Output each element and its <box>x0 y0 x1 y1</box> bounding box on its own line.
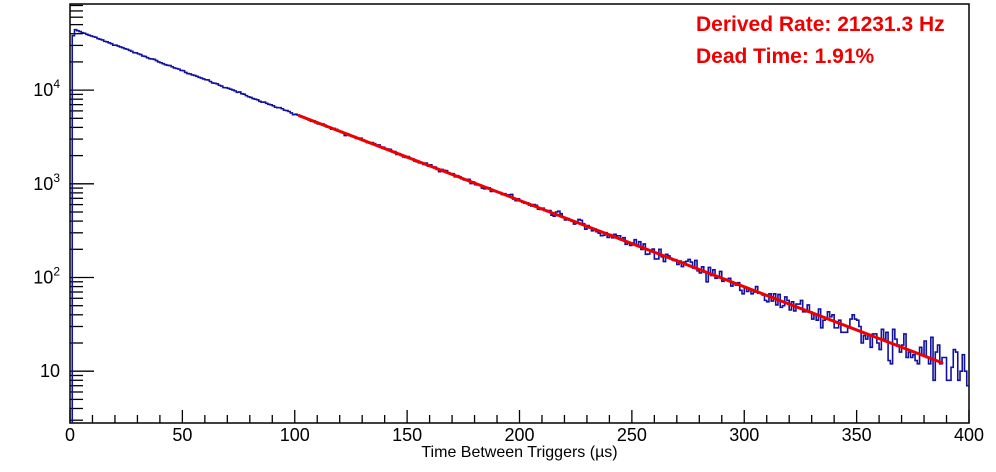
x-tick-label: 200 <box>504 425 534 445</box>
histogram-line <box>71 28 969 423</box>
x-tick-label: 300 <box>729 425 759 445</box>
y-tick-label: 102 <box>33 265 60 288</box>
y-tick-label: 10 <box>40 361 60 381</box>
x-axis-title: Time Between Triggers (µs) <box>421 444 618 461</box>
derived-rate-label: Derived Rate: 21231.3 Hz <box>696 13 945 36</box>
x-tick-label: 100 <box>280 425 310 445</box>
y-axis-ticks <box>70 4 94 421</box>
dead-time-label: Dead Time: 1.91% <box>696 45 875 68</box>
x-tick-label: 50 <box>172 425 192 445</box>
x-tick-label: 250 <box>617 425 647 445</box>
fit-line <box>297 114 944 365</box>
x-axis-ticks <box>69 410 970 423</box>
x-tick-label: 0 <box>65 425 75 445</box>
axis-labels: 0 50 100 150 200 250 300 350 400 10 102 103 104 <box>33 77 984 445</box>
x-tick-label: 350 <box>842 425 872 445</box>
x-tick-label: 400 <box>954 425 984 445</box>
x-tick-label: 150 <box>392 425 422 445</box>
y-tick-label: 104 <box>33 77 60 100</box>
y-tick-label: 103 <box>33 171 60 194</box>
